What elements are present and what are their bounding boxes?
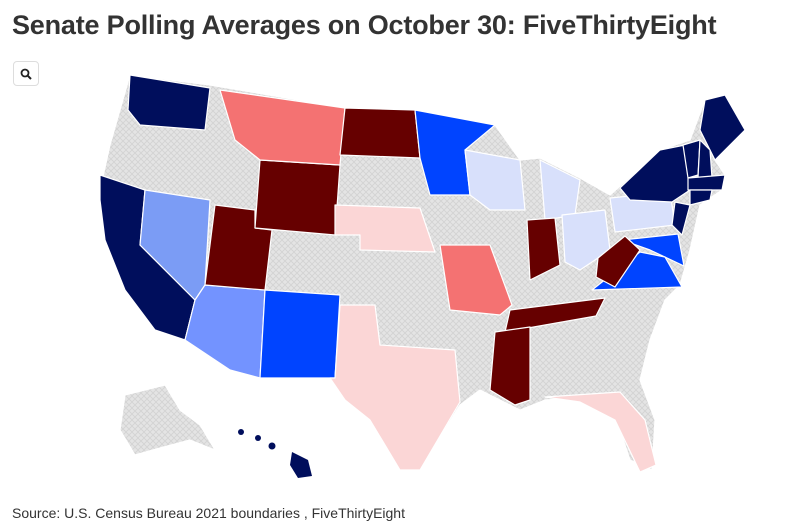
state-mt [219,89,346,166]
state-alaska [119,384,216,456]
state-ma [687,174,726,191]
state-oh [561,209,611,271]
search-icon [20,68,32,80]
state-ne [334,204,436,253]
state-in [526,217,561,281]
state-tx [329,304,461,471]
state-hi [238,429,312,478]
state-wi [464,149,526,211]
state-az [184,284,266,379]
state-nd [339,107,421,159]
state-ny [619,144,691,203]
state-nm [259,289,341,379]
state-me [699,94,746,161]
state-wy [254,159,341,236]
states [99,74,746,478]
state-wa [127,74,211,131]
state-mo [439,244,513,316]
state-ms [489,326,531,406]
state-wv [595,235,641,288]
state-ct [689,189,713,206]
map [99,74,746,478]
state-fl [544,391,657,473]
search-button[interactable] [13,61,39,86]
state-nj [671,201,691,236]
state-tn [504,297,606,333]
title: Senate Polling Averages on October 30: F… [12,10,717,40]
source-note: Source: U.S. Census Bureau 2021 boundari… [12,505,405,521]
state-md [621,233,685,267]
